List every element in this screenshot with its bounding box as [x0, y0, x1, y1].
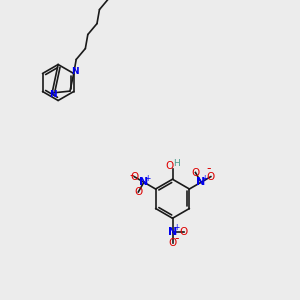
Text: O: O [130, 172, 138, 182]
Text: -: - [206, 162, 211, 175]
Text: O: O [168, 238, 177, 248]
Text: +: + [145, 174, 151, 183]
Text: -: - [175, 232, 179, 245]
Text: N: N [168, 227, 177, 237]
Text: O: O [134, 187, 142, 197]
Text: H: H [174, 159, 180, 168]
Text: +: + [173, 224, 179, 232]
Text: O: O [180, 227, 188, 237]
Text: O: O [191, 167, 200, 178]
Text: N: N [196, 177, 206, 187]
Text: N: N [71, 67, 78, 76]
Text: -: - [130, 169, 134, 182]
Text: +: + [202, 174, 208, 183]
Text: O: O [166, 161, 174, 171]
Text: O: O [207, 172, 215, 182]
Text: N: N [139, 177, 148, 187]
Text: N: N [49, 90, 56, 99]
